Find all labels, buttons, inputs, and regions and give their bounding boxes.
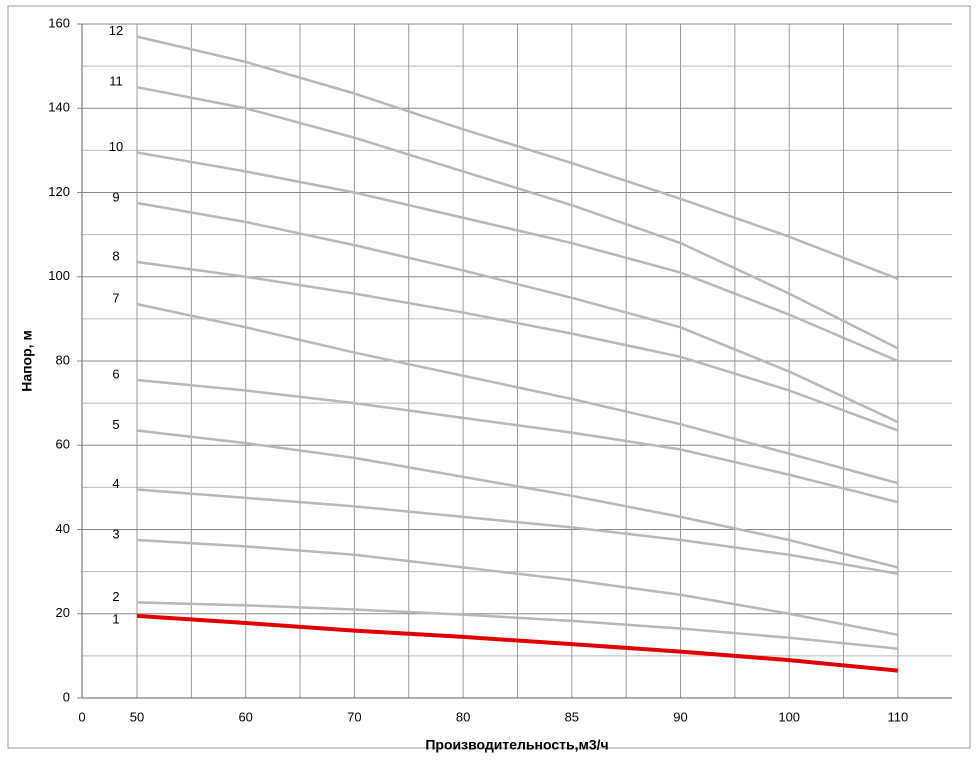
- y-tick-label: 120: [48, 184, 70, 199]
- x-tick-label: 80: [456, 709, 470, 724]
- y-tick-label: 140: [48, 100, 70, 115]
- x-tick-label: 70: [347, 709, 361, 724]
- series-label: 8: [112, 248, 119, 263]
- x-tick-label: 90: [673, 709, 687, 724]
- y-tick-label: 100: [48, 268, 70, 283]
- series-label: 11: [109, 74, 123, 89]
- x-tick-label: 50: [130, 709, 144, 724]
- x-tick-label: 0: [78, 709, 85, 724]
- series-label: 3: [112, 526, 119, 541]
- series-line: [136, 538, 899, 637]
- y-tick-label: 20: [56, 605, 70, 620]
- x-tick-label: 110: [888, 709, 909, 724]
- y-tick-label: 60: [56, 437, 70, 452]
- series-line: [136, 85, 899, 350]
- series-label: 7: [112, 291, 119, 306]
- series-label: 2: [112, 589, 119, 604]
- y-tick-label: 40: [56, 521, 70, 536]
- series-label: 4: [112, 476, 119, 491]
- x-tick-label: 60: [238, 709, 252, 724]
- x-tick-label: 85: [565, 709, 579, 724]
- series-line: [136, 378, 899, 504]
- y-tick-label: 0: [63, 689, 70, 704]
- series-line: [136, 429, 899, 569]
- y-tick-label: 160: [48, 15, 70, 30]
- series-label: 12: [109, 23, 123, 38]
- series-label: 5: [112, 417, 119, 432]
- y-tick-label: 80: [56, 352, 70, 367]
- series-line: [136, 151, 899, 363]
- y-axis-title: Напор, м: [19, 330, 35, 392]
- series-label: 6: [112, 366, 119, 381]
- x-axis-title: Производительность,м3/ч: [425, 737, 608, 753]
- series-line: [136, 488, 899, 575]
- series-line: [136, 601, 899, 650]
- x-tick-label: 100: [778, 709, 800, 724]
- chart-frame: [7, 5, 971, 749]
- series-line: [136, 302, 899, 485]
- series-line: [136, 201, 899, 424]
- series-line: [136, 613, 899, 673]
- series-label: 1: [112, 611, 119, 626]
- series-label: 10: [109, 139, 123, 154]
- series-line: [136, 260, 899, 432]
- series-line: [136, 35, 899, 281]
- series-label: 9: [112, 189, 119, 204]
